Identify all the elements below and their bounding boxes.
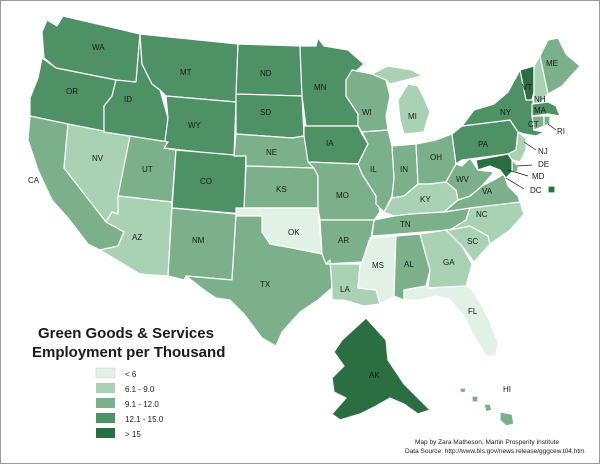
label-TX: TX	[260, 280, 271, 289]
label-PA: PA	[478, 140, 489, 149]
label-MI: MI	[408, 112, 417, 121]
label-NC: NC	[476, 210, 488, 219]
state-RI	[543, 115, 551, 127]
label-SC: SC	[467, 237, 478, 246]
state-ME	[539, 37, 581, 95]
label-TN: TN	[400, 220, 411, 229]
state-HI-island4	[459, 387, 467, 394]
state-NH	[533, 55, 549, 105]
label-DC: DC	[530, 186, 542, 195]
leader-MD	[507, 169, 529, 177]
state-TX	[185, 215, 333, 347]
legend-swatch-1	[95, 367, 116, 379]
label-ID: ID	[124, 95, 132, 104]
state-WI	[345, 69, 391, 133]
label-KY: KY	[420, 195, 431, 204]
label-MT: MT	[180, 68, 192, 77]
leader-RI	[547, 123, 557, 131]
label-NM: NM	[192, 236, 205, 245]
state-VT	[519, 65, 535, 101]
state-IA	[303, 125, 369, 165]
leader-DC	[505, 177, 525, 190]
credit-author: Map by Zara Matheson, Martin Prosperity …	[415, 439, 560, 446]
label-KS: KS	[276, 185, 287, 194]
label-WV: WV	[456, 175, 470, 184]
label-MD: MD	[532, 172, 545, 181]
label-AR: AR	[338, 236, 349, 245]
state-MI-upper	[371, 65, 423, 85]
label-FL: FL	[468, 307, 478, 316]
state-IL	[357, 129, 395, 213]
credit-source: Data Source: http://www.bls.gov/news.rel…	[405, 448, 585, 455]
legend-label-4: 12.1 - 15.0	[125, 415, 164, 424]
label-IN: IN	[400, 165, 408, 174]
legend-swatch-2	[96, 383, 115, 393]
label-MA: MA	[534, 106, 547, 115]
label-NH: NH	[534, 95, 546, 104]
label-RI: RI	[557, 127, 565, 136]
label-ME: ME	[546, 59, 558, 68]
state-AK	[331, 317, 431, 421]
label-NY: NY	[500, 108, 512, 117]
label-SD: SD	[260, 108, 271, 117]
legend: < 6 6.1 - 9.0 9.1 - 12.0 12.1 - 15.0 > 1…	[95, 367, 164, 439]
state-DC	[547, 185, 556, 194]
label-DE: DE	[538, 160, 549, 169]
label-OH: OH	[430, 153, 442, 162]
label-CA: CA	[28, 176, 40, 185]
label-GA: GA	[443, 258, 455, 267]
label-LA: LA	[340, 285, 350, 294]
leader-DE	[516, 164, 533, 167]
label-AL: AL	[404, 260, 414, 269]
label-CT: CT	[528, 120, 539, 129]
label-IA: IA	[326, 139, 334, 148]
label-ND: ND	[260, 69, 272, 78]
label-VA: VA	[482, 187, 493, 196]
state-NC	[449, 201, 525, 245]
label-UT: UT	[142, 165, 153, 174]
state-WV	[445, 157, 495, 201]
label-WY: WY	[188, 121, 202, 130]
state-MI	[397, 83, 431, 135]
label-NV: NV	[92, 154, 104, 163]
label-MS: MS	[372, 261, 384, 270]
label-IL: IL	[370, 165, 377, 174]
label-OK: OK	[288, 228, 300, 237]
state-HI-island3	[471, 395, 479, 403]
legend-label-2: 6.1 - 9.0	[125, 385, 155, 394]
map-title-line2: Employment per Thousand	[32, 344, 225, 361]
label-OR: OR	[66, 87, 78, 96]
label-AK: AK	[369, 371, 380, 380]
label-WI: WI	[362, 108, 372, 117]
label-HI: HI	[503, 385, 511, 394]
legend-swatch-5	[96, 428, 115, 438]
label-VT: VT	[522, 83, 532, 92]
label-WA: WA	[92, 43, 105, 52]
label-MN: MN	[314, 83, 327, 92]
leader-NJ	[523, 141, 537, 151]
map-title-line1: Green Goods & Services	[38, 325, 214, 342]
legend-swatch-4	[96, 413, 115, 423]
legend-label-3: 9.1 - 12.0	[125, 400, 159, 409]
legend-label-5: > 15	[125, 430, 141, 439]
state-FL	[403, 285, 499, 357]
state-HI	[499, 411, 515, 427]
label-NJ: NJ	[538, 147, 548, 156]
state-HI-island2	[483, 403, 493, 413]
label-MO: MO	[336, 191, 349, 200]
legend-label-1: < 6	[125, 370, 137, 379]
label-AZ: AZ	[132, 233, 142, 242]
state-NJ	[507, 131, 527, 163]
legend-swatch-3	[96, 398, 115, 408]
label-CO: CO	[200, 177, 212, 186]
label-NE: NE	[266, 148, 277, 157]
